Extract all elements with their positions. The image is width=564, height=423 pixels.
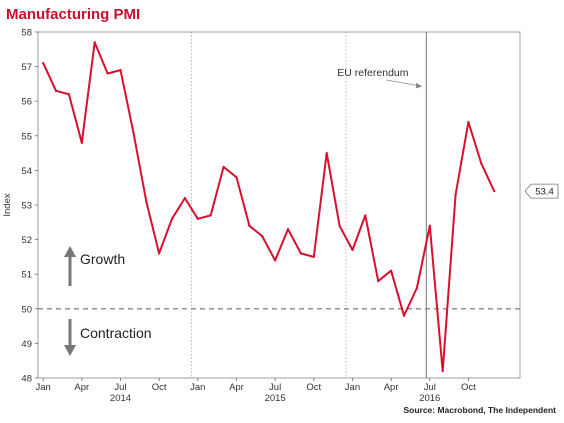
data-point xyxy=(364,214,367,217)
data-point xyxy=(183,196,187,200)
growth-label: Growth xyxy=(80,251,125,267)
y-tick-label: 55 xyxy=(21,131,32,142)
data-point xyxy=(338,224,341,227)
data-point xyxy=(274,259,277,262)
data-point xyxy=(119,68,122,72)
data-point xyxy=(222,165,225,169)
data-point xyxy=(286,228,290,231)
source-note: Source: Macrobond, The Independent xyxy=(403,405,556,415)
data-point xyxy=(402,314,406,317)
event-arrowhead xyxy=(415,82,423,89)
contraction-label: Contraction xyxy=(80,325,152,341)
data-point xyxy=(248,224,251,227)
data-point xyxy=(106,72,109,75)
x-tick-label: Apr xyxy=(74,382,89,393)
data-point xyxy=(377,280,380,283)
data-point xyxy=(299,252,303,255)
y-tick-label: 54 xyxy=(21,166,32,177)
y-tick-label: 51 xyxy=(21,270,32,281)
x-tick-label: Apr xyxy=(229,382,244,393)
last-value-callout xyxy=(524,183,559,199)
y-tick-label: 52 xyxy=(21,235,32,246)
data-point xyxy=(54,89,58,92)
data-point xyxy=(93,41,96,44)
y-tick-label: 58 xyxy=(21,28,32,39)
data-point xyxy=(132,131,135,134)
data-point xyxy=(145,200,148,203)
x-year-label: 2014 xyxy=(110,393,131,404)
x-tick-label: Oct xyxy=(306,382,321,393)
y-axis-label: Index xyxy=(2,193,13,216)
x-tick-label: Jul xyxy=(114,382,126,393)
y-tick-label: 56 xyxy=(21,97,32,108)
plot-frame xyxy=(37,31,521,379)
x-tick-label: Jul xyxy=(269,382,281,393)
data-point xyxy=(209,214,212,217)
data-point xyxy=(235,176,238,179)
last-value-label: 53.4 xyxy=(535,187,554,198)
data-point xyxy=(67,93,71,96)
data-point xyxy=(325,152,328,155)
x-tick-label: Apr xyxy=(384,382,399,393)
data-point xyxy=(390,269,393,272)
event-label: EU referendum xyxy=(337,67,408,79)
contraction-arrowhead xyxy=(64,345,76,356)
y-tick-label: 53 xyxy=(21,201,32,212)
data-point xyxy=(428,224,431,227)
x-tick-label: Oct xyxy=(152,382,167,393)
x-tick-label: Jan xyxy=(190,382,205,393)
data-point xyxy=(158,252,161,255)
chart-title: Manufacturing PMI xyxy=(6,6,140,23)
growth-arrowhead xyxy=(64,246,76,257)
data-point xyxy=(467,120,470,124)
data-point xyxy=(261,235,264,238)
event-arrow-line xyxy=(386,79,421,87)
x-year-label: 2015 xyxy=(265,393,286,404)
x-tick-label: Jul xyxy=(424,382,436,393)
y-tick-label: 50 xyxy=(21,304,32,315)
data-point xyxy=(441,369,444,373)
data-point xyxy=(493,190,496,193)
data-point xyxy=(80,141,83,144)
data-point xyxy=(196,217,199,220)
data-point xyxy=(480,162,483,165)
data-point xyxy=(415,286,418,290)
y-tick-label: 48 xyxy=(21,374,32,385)
data-point xyxy=(312,255,315,258)
data-point xyxy=(351,248,354,252)
y-tick-label: 49 xyxy=(21,339,32,350)
x-tick-label: Oct xyxy=(461,382,476,393)
y-tick-label: 57 xyxy=(21,62,32,73)
data-point xyxy=(42,62,45,65)
series-line-pmi xyxy=(42,41,496,373)
data-point xyxy=(454,193,457,196)
x-tick-label: Jan xyxy=(345,382,360,393)
data-point xyxy=(170,217,174,220)
x-year-label: 2016 xyxy=(419,393,440,404)
x-tick-label: Jan xyxy=(35,382,50,393)
